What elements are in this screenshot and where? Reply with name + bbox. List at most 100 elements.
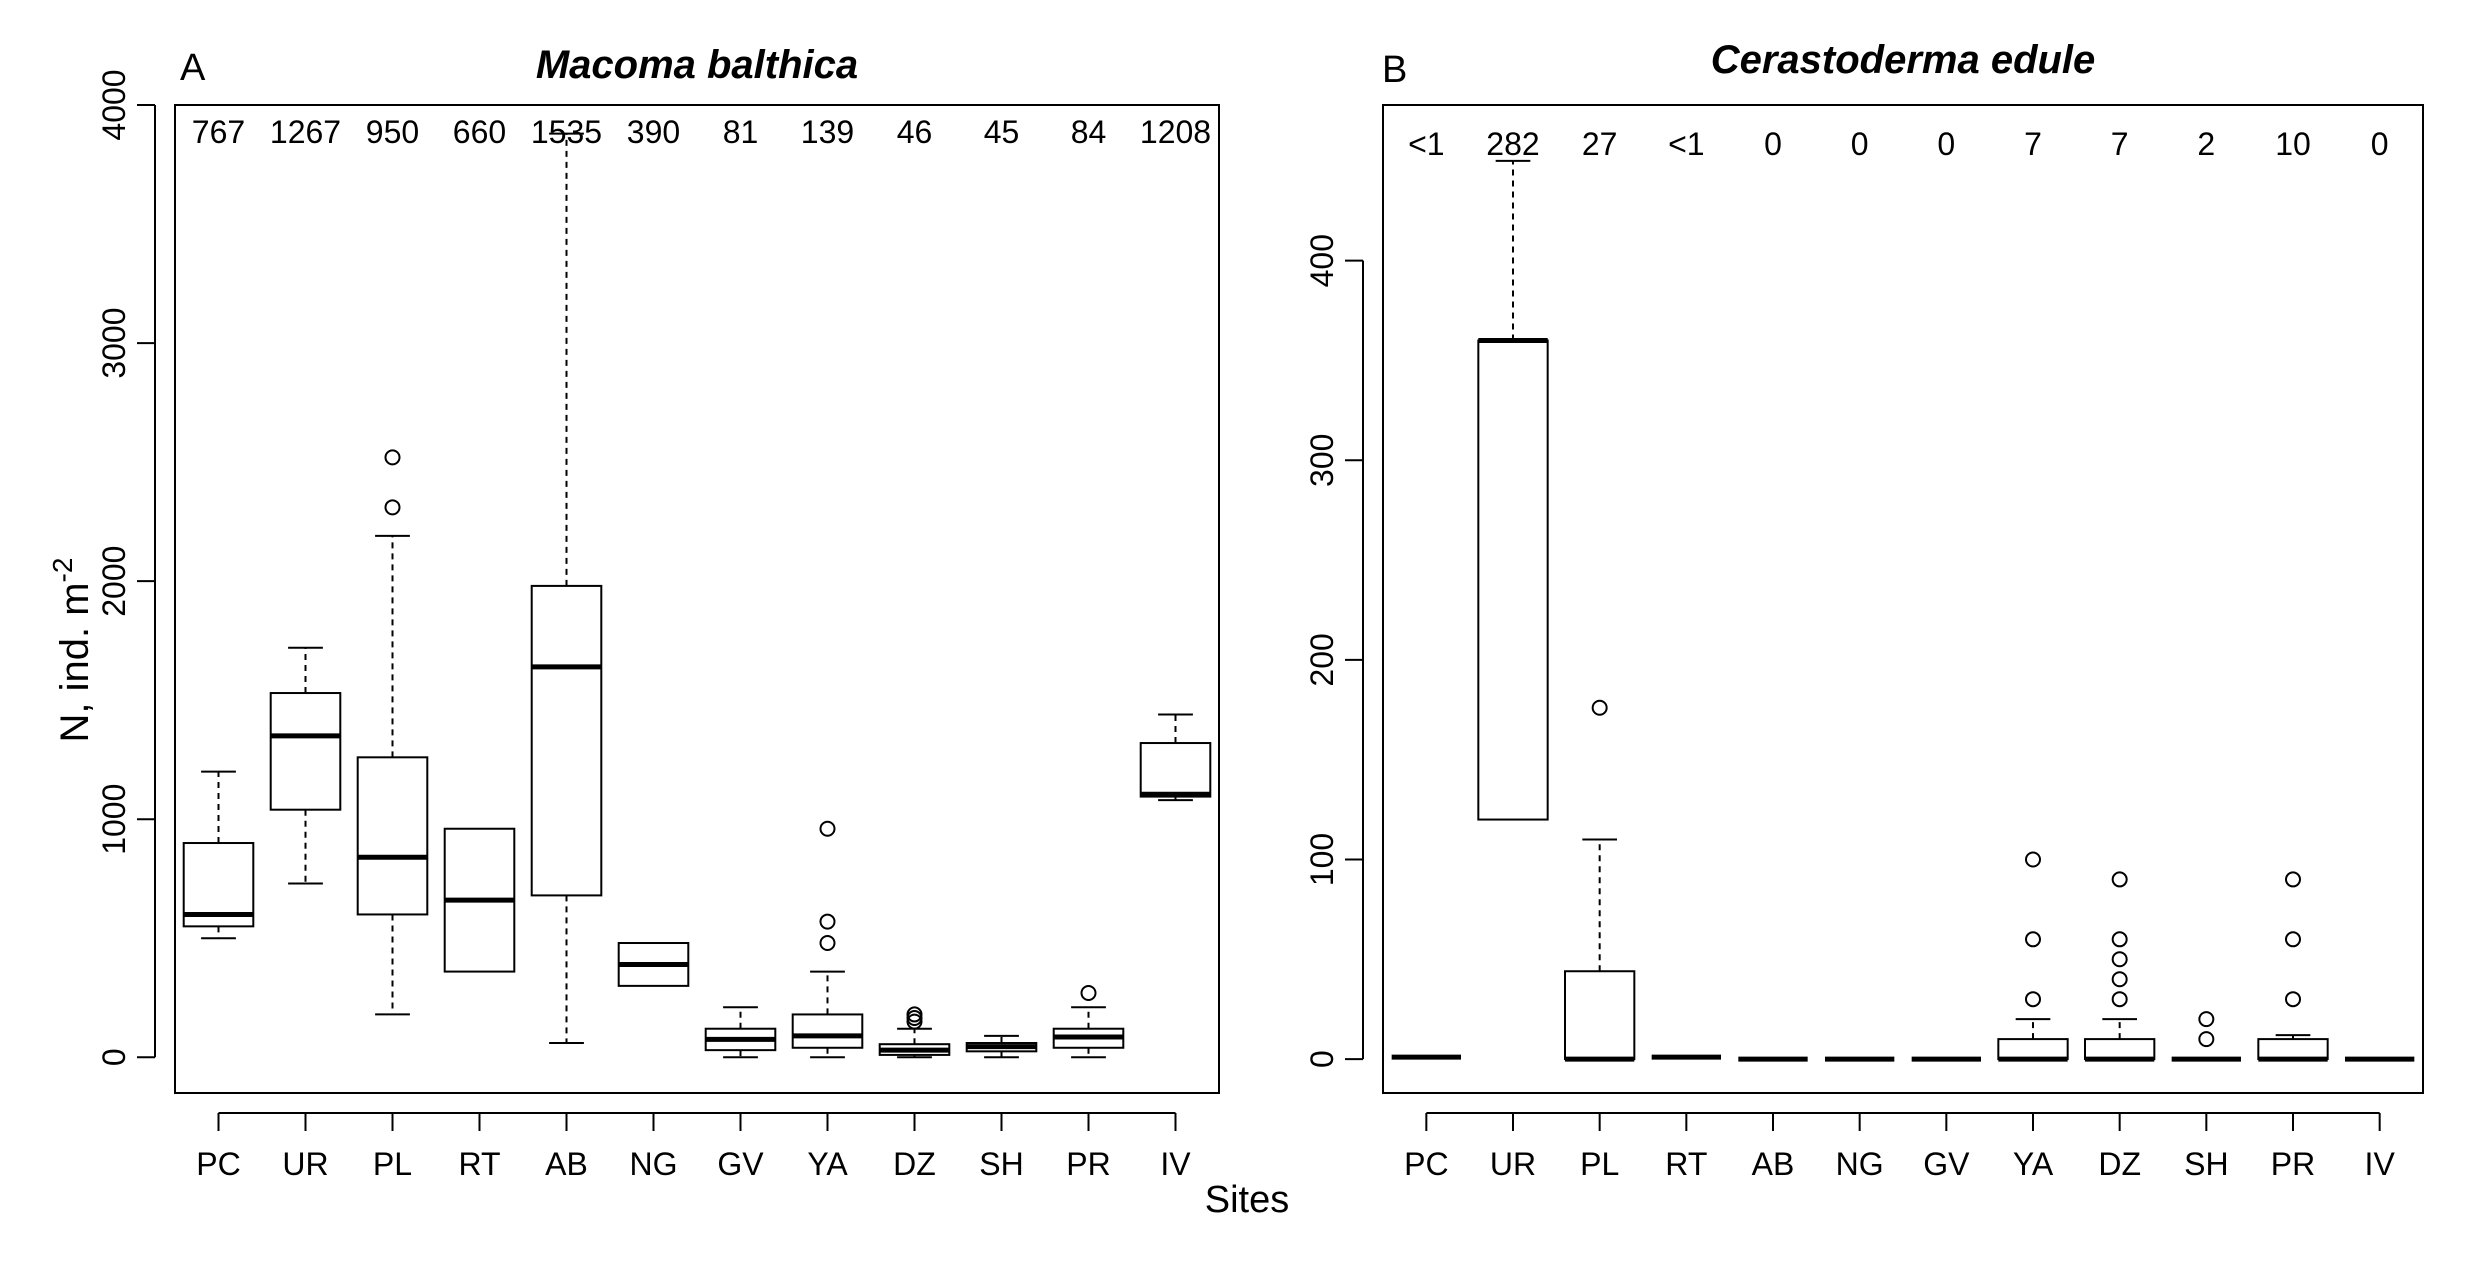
- x-tick-label: NG: [1836, 1146, 1884, 1182]
- outlier-point: [819, 820, 836, 837]
- box-pl: [356, 449, 429, 1016]
- box-body: [182, 842, 255, 928]
- box-body: [1997, 1038, 2069, 1061]
- x-tick-label: PC: [1404, 1146, 1448, 1182]
- outlier-point: [2025, 991, 2041, 1008]
- site-annotation: 767: [192, 114, 245, 150]
- box-gv: [704, 1006, 777, 1059]
- site-annotation: 0: [2371, 126, 2389, 162]
- box-body: [1477, 339, 1549, 821]
- x-tick-label: YA: [807, 1146, 848, 1182]
- y-axis-label: N, ind. m-2: [47, 558, 97, 743]
- y-tick-label: 100: [1304, 833, 1340, 886]
- outlier-point: [1080, 985, 1097, 1002]
- chart-title: Macoma balthica: [536, 43, 858, 87]
- site-annotation: 0: [1851, 126, 1869, 162]
- site-annotation: <1: [1408, 126, 1444, 162]
- x-tick-label: PR: [1066, 1146, 1110, 1182]
- outlier-point: [2111, 991, 2128, 1008]
- site-annotation: 282: [1486, 126, 1539, 162]
- y-axis-label-superscript: -2: [47, 558, 78, 583]
- y-tick-label: 2000: [96, 546, 132, 617]
- outlier-point: [1591, 699, 1608, 716]
- box-dz: [2084, 871, 2156, 1062]
- outlier-point: [2111, 931, 2128, 948]
- y-tick-label: 300: [1304, 434, 1340, 487]
- x-tick-label: PL: [1580, 1146, 1619, 1182]
- box-pr: [2257, 871, 2329, 1062]
- outlier-point: [2198, 1011, 2215, 1028]
- plot-frame: [174, 104, 1220, 1094]
- chart-title: Cerastoderma edule: [1711, 38, 2096, 82]
- x-tick-label: AB: [1752, 1146, 1795, 1182]
- box-ab: [530, 132, 603, 1045]
- box-rt: [443, 827, 516, 973]
- box-ng: [617, 942, 690, 987]
- x-tick-label: NG: [630, 1146, 678, 1182]
- outlier-point: [2025, 851, 2041, 868]
- outlier-point: [2285, 871, 2301, 888]
- box-pl: [1564, 699, 1636, 1062]
- x-tick-label: AB: [545, 1146, 588, 1182]
- outlier-point: [2111, 951, 2128, 968]
- x-tick-label: UR: [282, 1146, 328, 1182]
- site-annotation: 84: [1071, 114, 1107, 150]
- box-body: [1564, 970, 1636, 1061]
- box-sh: [965, 1034, 1038, 1059]
- y-tick-label: 3000: [96, 307, 132, 378]
- y-tick-label: 200: [1304, 633, 1340, 686]
- x-tick-label: PL: [373, 1146, 412, 1182]
- x-tick-label: GV: [1923, 1146, 1970, 1182]
- site-annotation: 1267: [270, 114, 341, 150]
- x-tick-label: GV: [717, 1146, 764, 1182]
- site-annotation: 0: [1937, 126, 1955, 162]
- outlier-point: [2285, 931, 2301, 948]
- box-ur: [269, 646, 342, 885]
- box-body: [530, 584, 603, 897]
- box-body: [2084, 1038, 2156, 1061]
- site-annotation: 81: [723, 114, 759, 150]
- y-tick-label: 400: [1304, 234, 1340, 287]
- site-annotation: 27: [1582, 126, 1618, 162]
- box-ya: [791, 820, 864, 1059]
- x-tick-label: RT: [458, 1146, 500, 1182]
- site-annotation: 139: [801, 114, 854, 150]
- site-annotation: 2: [2197, 126, 2215, 162]
- outlier-point: [819, 913, 836, 930]
- plot-frame: [1382, 104, 2424, 1094]
- site-annotation: 0: [1764, 126, 1782, 162]
- outlier-point: [2111, 971, 2128, 988]
- outlier-point: [2111, 871, 2128, 888]
- x-tick-label: PR: [2271, 1146, 2315, 1182]
- outlier-point: [384, 499, 401, 516]
- x-tick-label: SH: [2184, 1146, 2228, 1182]
- site-annotation: 950: [366, 114, 419, 150]
- site-annotation: 660: [453, 114, 506, 150]
- y-tick-label: 0: [1304, 1050, 1340, 1068]
- box-body: [356, 756, 429, 916]
- x-tick-label: IV: [2365, 1146, 2396, 1182]
- site-annotation: <1: [1668, 126, 1704, 162]
- y-tick-label: 1000: [96, 784, 132, 855]
- x-tick-label: RT: [1665, 1146, 1707, 1182]
- x-tick-label: UR: [1490, 1146, 1536, 1182]
- site-annotation: 7: [2111, 126, 2129, 162]
- y-tick-label: 0: [96, 1048, 132, 1066]
- box-body: [791, 1013, 864, 1049]
- box-body: [1139, 742, 1212, 798]
- box-sh: [2171, 1011, 2241, 1062]
- site-annotation: 390: [627, 114, 680, 150]
- outlier-point: [2198, 1031, 2215, 1048]
- site-annotation: 10: [2275, 126, 2311, 162]
- panel-letter: B: [1382, 49, 1407, 91]
- site-annotation: 46: [897, 114, 933, 150]
- site-annotation: 1208: [1140, 114, 1211, 150]
- box-iv: [1139, 713, 1212, 802]
- box-pr: [1052, 985, 1125, 1059]
- outlier-point: [384, 449, 401, 466]
- outlier-point: [2285, 991, 2301, 1008]
- x-tick-label: DZ: [893, 1146, 936, 1182]
- x-tick-label: YA: [2013, 1146, 2054, 1182]
